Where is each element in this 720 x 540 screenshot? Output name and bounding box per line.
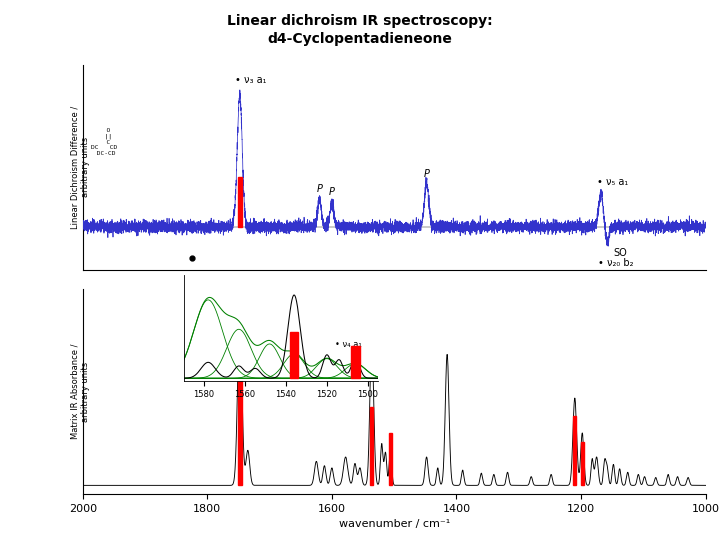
Bar	[389, 433, 392, 485]
Text: P: P	[317, 184, 323, 194]
Bar	[351, 347, 359, 378]
Text: • ν₅ a₁: • ν₅ a₁	[597, 177, 628, 187]
Text: • ν₄ a₁: • ν₄ a₁	[335, 340, 361, 349]
Text: • ν₃ a₁: • ν₃ a₁	[235, 75, 267, 85]
Text: P: P	[423, 169, 430, 179]
Bar	[581, 442, 584, 485]
Y-axis label: Matrix IR Absorbance /
arbitrary units: Matrix IR Absorbance / arbitrary units	[71, 344, 90, 439]
Text: O
  ||
  C
DC   CD
 DC-CD: O || C DC CD DC-CD	[91, 127, 118, 156]
Bar	[370, 407, 374, 485]
Bar	[290, 332, 298, 378]
Text: Linear dichroism IR spectroscopy:
d4-Cyclopentadieneone: Linear dichroism IR spectroscopy: d4-Cyc…	[228, 14, 492, 46]
Text: • ν₂₀ b₂: • ν₂₀ b₂	[598, 258, 634, 268]
Y-axis label: Linear Dichroism Difference /
arbitrary units: Linear Dichroism Difference / arbitrary …	[71, 106, 90, 229]
Bar	[238, 320, 242, 485]
Text: SO: SO	[613, 248, 627, 259]
Text: P: P	[329, 187, 335, 198]
Bar	[573, 415, 577, 485]
Bar	[238, 178, 242, 227]
X-axis label: wavenumber / cm⁻¹: wavenumber / cm⁻¹	[338, 519, 450, 529]
